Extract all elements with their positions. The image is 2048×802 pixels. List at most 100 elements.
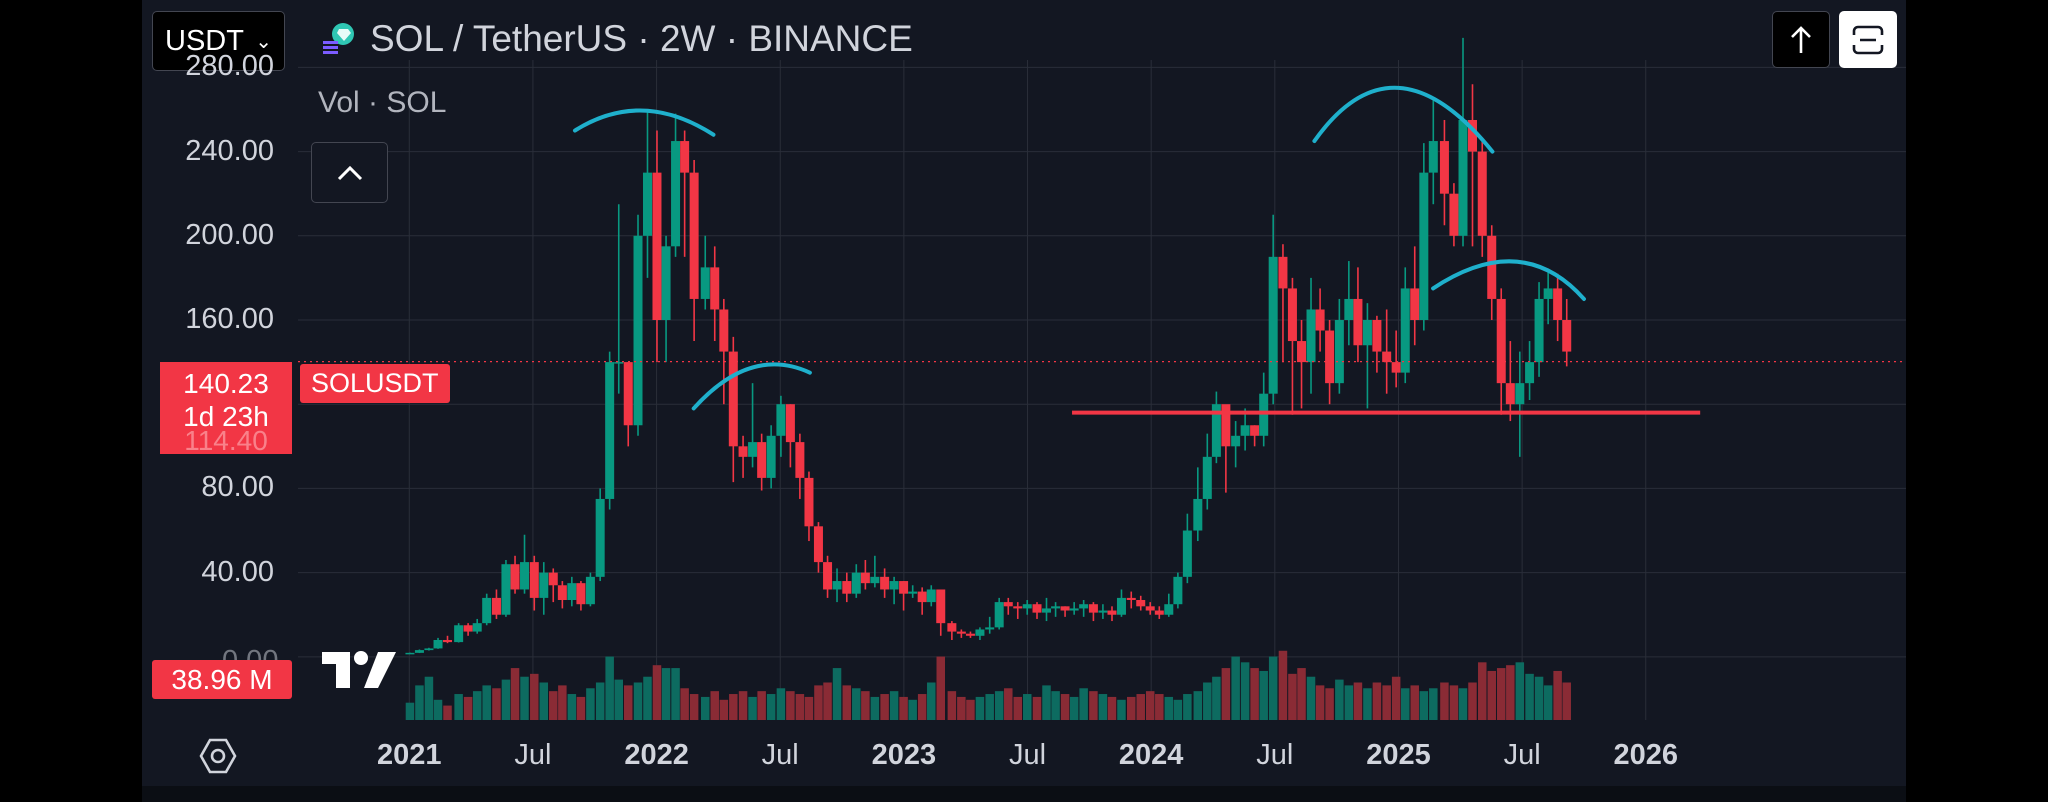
- volume-indicator-label[interactable]: Vol · SOL: [318, 86, 447, 119]
- volume-bar: [1419, 691, 1429, 720]
- price-chart[interactable]: [142, 0, 1906, 802]
- volume-bar: [1487, 670, 1496, 720]
- candle-body: [539, 572, 549, 598]
- candle-body: [1372, 320, 1382, 352]
- candle-body: [1041, 608, 1051, 613]
- candle-body: [785, 404, 795, 443]
- candle-body: [1458, 120, 1468, 236]
- candle-body: [1297, 341, 1307, 363]
- candle-body: [719, 309, 729, 352]
- candle-body: [1116, 597, 1126, 615]
- candle-body: [889, 581, 899, 590]
- volume-bar: [975, 696, 985, 720]
- volume-bar: [1193, 691, 1203, 720]
- volume-bar: [1278, 650, 1288, 720]
- volume-bar: [1107, 696, 1117, 720]
- volume-bar: [1288, 673, 1297, 720]
- candle-body: [1325, 330, 1335, 384]
- volume-bar: [947, 691, 957, 720]
- symbol-title[interactable]: SOL / TetherUS · 2W · BINANCE: [320, 18, 913, 60]
- volume-bar: [415, 685, 424, 720]
- time-tick-label: Jul: [1256, 739, 1294, 771]
- volume-bar: [539, 682, 549, 720]
- candle-body: [1344, 298, 1354, 320]
- last-price-value: 140.23: [183, 368, 269, 399]
- volume-bar: [1136, 694, 1145, 720]
- candle-body: [1306, 309, 1316, 363]
- candle-body: [1173, 576, 1183, 605]
- volume-badge: 38.96 M: [152, 660, 292, 699]
- volume-bar: [1183, 694, 1192, 720]
- volume-bar: [463, 696, 473, 720]
- gear-hexagon-icon[interactable]: [198, 736, 238, 776]
- candle-body: [1107, 610, 1117, 615]
- volume-bar: [661, 668, 671, 720]
- volume-bar: [1468, 682, 1477, 720]
- volume-bar: [567, 694, 577, 720]
- volume-bar: [405, 702, 415, 720]
- volume-bar: [1325, 688, 1334, 720]
- volume-bar: [1004, 688, 1013, 720]
- candle-body: [766, 435, 776, 478]
- volume-bar: [530, 673, 539, 720]
- volume-bar: [1155, 694, 1164, 720]
- volume-bar: [1400, 688, 1410, 720]
- candle-body: [567, 583, 577, 600]
- volume-bar: [710, 691, 719, 720]
- candle-body: [671, 141, 681, 247]
- volume-bar: [1429, 688, 1438, 720]
- fullscreen-button[interactable]: [1839, 11, 1897, 68]
- time-tick-label: Jul: [514, 739, 552, 771]
- volume-bar: [1250, 668, 1259, 720]
- candle-body: [1534, 298, 1544, 363]
- volume-bar: [424, 676, 434, 720]
- candle-body: [1193, 498, 1203, 531]
- fullscreen-icon: [1852, 25, 1884, 54]
- time-tick-label: 2021: [377, 739, 442, 771]
- candle-body: [642, 172, 652, 236]
- candle-body: [1439, 141, 1449, 194]
- candle-body: [748, 442, 758, 457]
- volume-bar: [1543, 685, 1553, 720]
- volume-bar: [1440, 682, 1449, 720]
- annotation-arc: [691, 362, 812, 411]
- currency-select[interactable]: USDT ⌄: [152, 11, 285, 71]
- candle-body: [700, 267, 710, 299]
- candles: [405, 37, 1572, 655]
- volume-bar: [994, 691, 1004, 720]
- volume-bar: [1013, 696, 1023, 720]
- candle-body: [956, 631, 966, 634]
- collapse-legend-button[interactable]: [311, 142, 388, 203]
- tradingview-logo[interactable]: [320, 648, 398, 692]
- candle-body: [823, 562, 833, 590]
- candle-body: [1088, 604, 1098, 613]
- solana-logo-icon: [323, 23, 354, 54]
- volume-bar: [1478, 662, 1487, 720]
- candle-body: [1505, 383, 1515, 405]
- candle-body: [652, 172, 662, 320]
- volume-bar: [1382, 685, 1391, 720]
- candle-body: [595, 498, 605, 577]
- candle-body: [985, 627, 995, 630]
- candle-body: [899, 581, 909, 594]
- candle-body: [1391, 362, 1401, 373]
- candle-body: [1250, 425, 1260, 436]
- candle-body: [1060, 606, 1070, 611]
- volume-bar: [701, 696, 710, 720]
- volume-bar: [482, 685, 491, 720]
- candle-body: [548, 572, 558, 586]
- candle-body: [1467, 120, 1477, 152]
- volume-bar: [957, 696, 966, 720]
- candle-body: [1182, 530, 1192, 577]
- candle-body: [433, 640, 443, 649]
- candle-body: [689, 172, 699, 299]
- candle-body: [491, 597, 501, 615]
- volume-bar: [680, 688, 689, 720]
- last-price-badge: 114.40 140.23 1d 23h: [160, 362, 292, 456]
- share-button[interactable]: [1772, 11, 1830, 68]
- arrow-up-icon: [1791, 25, 1811, 53]
- volume-bar: [623, 685, 633, 720]
- time-tick-label: 2023: [871, 739, 937, 771]
- candle-body: [1268, 256, 1278, 394]
- candle-body: [576, 583, 586, 605]
